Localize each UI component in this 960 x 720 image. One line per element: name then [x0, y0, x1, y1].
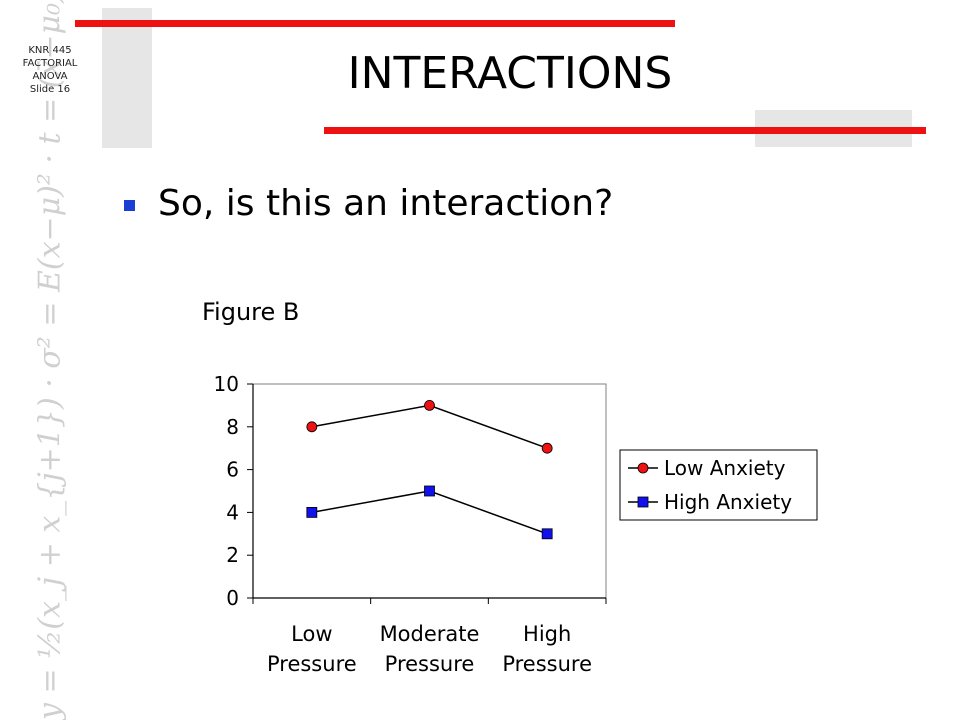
x-tick-label: Moderate	[380, 622, 480, 646]
y-tick-label: 10	[214, 372, 239, 396]
bullet-text: So, is this an interaction?	[158, 183, 614, 224]
red-accent-bar-bottom	[324, 127, 926, 134]
series-line	[311, 490, 548, 535]
bullet-square-icon	[124, 200, 135, 211]
x-tick-label: Pressure	[267, 652, 357, 676]
data-point	[306, 506, 318, 518]
side-decoration: y = ½(x_j + x_{j+1}) · σ² = E(x−μ)² · t …	[0, 0, 100, 720]
y-tick-label: 0	[226, 586, 239, 610]
data-point	[541, 442, 553, 454]
chart-title: Figure B	[202, 298, 299, 326]
figure-b-chart: Figure B 0 2 4 6 8 10 Low Pressure Moderate Pressu…	[202, 298, 818, 676]
slide-title: INTERACTIONS	[347, 48, 673, 99]
course-line: FACTORIAL	[22, 58, 78, 69]
y-tick-label: 6	[226, 458, 239, 482]
course-line: ANOVA	[32, 71, 68, 82]
course-line: Slide 16	[29, 84, 71, 95]
legend-marker	[637, 462, 649, 474]
legend-label: Low Anxiety	[664, 456, 786, 480]
legend-marker	[637, 496, 649, 508]
y-tick-label: 8	[226, 415, 239, 439]
series-line	[311, 404, 548, 449]
gray-accent-block-left	[102, 8, 152, 148]
x-tick-label: Pressure	[502, 652, 592, 676]
side-formula-watermark: y = ½(x_j + x_{j+1}) · σ² = E(x−μ)² · t …	[32, 0, 68, 720]
legend-box	[619, 449, 818, 521]
x-tick-label: Pressure	[385, 652, 475, 676]
red-accent-bar-top	[75, 20, 675, 27]
data-point	[306, 421, 318, 433]
x-tick-label: Low	[291, 622, 332, 646]
data-point	[424, 485, 435, 497]
y-tick-label: 2	[226, 543, 239, 567]
data-point	[424, 400, 435, 411]
y-tick-label: 4	[226, 500, 239, 524]
course-label: KNR 445 FACTORIAL ANOVA Slide 16	[4, 44, 96, 96]
legend-label: High Anxiety	[664, 490, 792, 514]
course-line: KNR 445	[28, 45, 72, 56]
x-tick-label: High	[523, 622, 571, 646]
data-point	[541, 528, 553, 540]
